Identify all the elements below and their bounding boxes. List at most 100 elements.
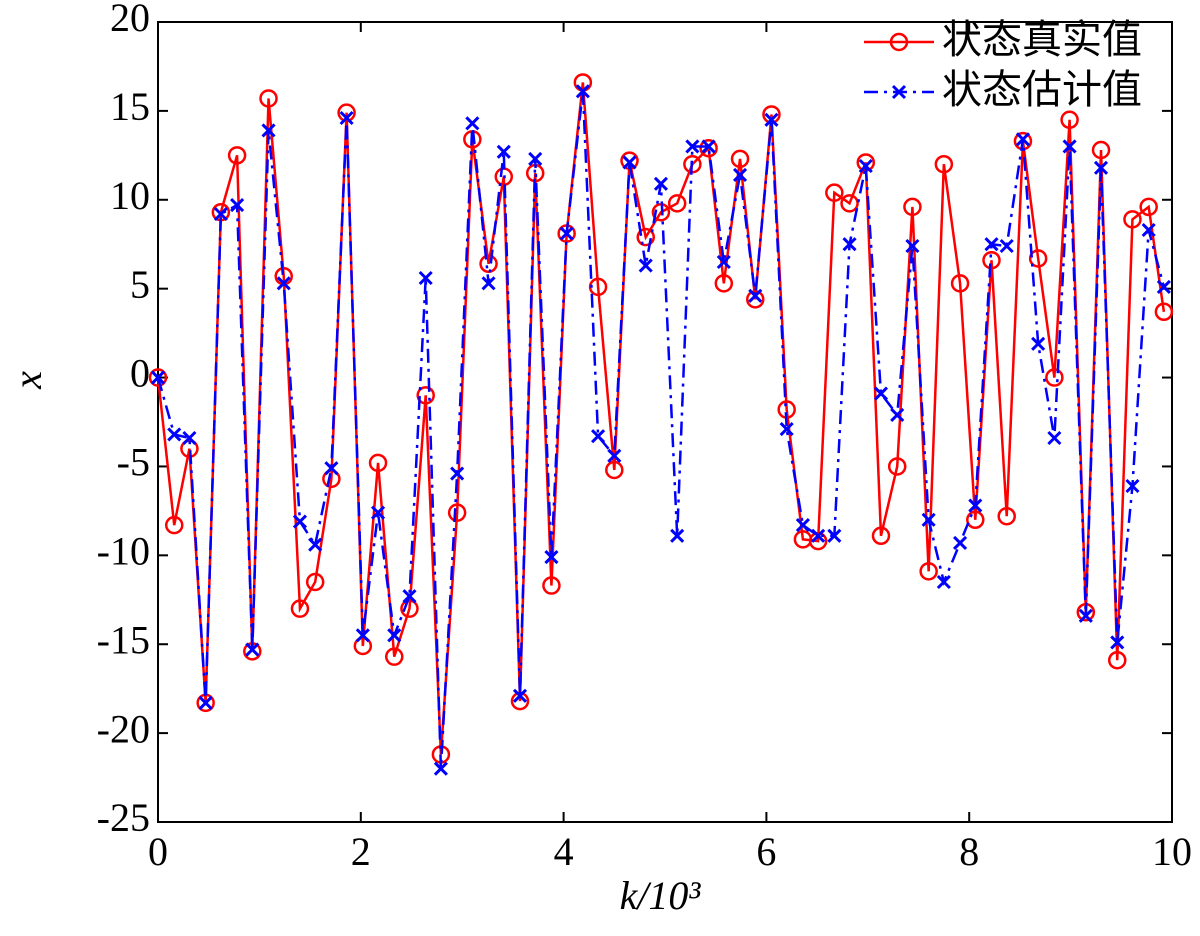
data-point [607,448,622,463]
data-point [1110,635,1125,650]
y-tick-label: -5 [117,440,150,485]
data-point [730,149,750,169]
y-tick-label: -15 [97,617,150,662]
data-point [1078,608,1093,623]
data-point [1047,430,1062,446]
data-point [337,103,356,122]
data-point [385,647,404,666]
data-point [544,550,559,565]
x-tick-label: 10 [1152,829,1192,874]
data-point [290,599,310,618]
y-tick-label: 15 [110,84,150,129]
data-point [387,628,402,643]
data-point [984,237,999,252]
data-point [966,510,985,530]
data-point [699,138,718,158]
plot-frame [157,21,1173,823]
data-point [670,528,685,543]
data-point [198,695,213,710]
data-point [213,206,228,222]
data-point [402,589,417,604]
data-point [370,505,386,520]
data-point [322,469,341,489]
data-point [653,176,669,191]
data-point [1062,139,1077,154]
data-point [1045,368,1064,387]
data-point [842,237,857,252]
data-point [182,430,197,446]
data-point [919,562,938,581]
data-point [968,498,983,513]
data-point [1123,210,1142,229]
data-point [308,537,323,552]
data-point [339,110,354,126]
data-point [1107,650,1127,670]
series-line [156,91,1166,769]
data-point [1156,279,1171,294]
data-point [858,158,873,174]
y-tick-label: -25 [97,795,150,840]
legend-label: 状态真实值 [942,17,1142,63]
data-point [1060,110,1079,130]
data-point [588,277,608,297]
data-point [701,139,716,154]
data-point [762,105,781,124]
data-point [150,370,166,385]
data-point [575,84,590,99]
y-axis-label: x [5,371,50,390]
data-point [764,112,779,127]
data-point [481,276,496,291]
x-tick-label: 8 [959,829,979,874]
data-point [953,535,968,550]
data-point [887,457,907,476]
y-tick-label: 0 [130,351,150,396]
data-point [416,386,435,405]
data-point [745,290,765,309]
data-point [999,238,1014,254]
data-point [259,89,278,108]
data-point [1028,249,1048,268]
data-point [1093,160,1109,175]
data-point [418,270,433,286]
data-point [873,386,889,401]
data-point [840,194,859,213]
data-point [714,274,734,293]
data-point [261,123,276,138]
data-point [559,226,574,241]
data-point [368,453,388,473]
data-point [433,761,448,776]
series-line [156,82,1166,755]
data-point [982,250,1001,270]
data-point [871,526,891,546]
data-point [400,599,419,618]
data-point [716,254,731,270]
data-point [890,407,905,422]
y-tick-label: 5 [130,262,150,307]
legend-label: 状态估计值 [942,67,1142,113]
data-point [167,427,182,442]
data-point [997,506,1016,526]
data-point [638,258,653,273]
data-point [512,688,528,703]
data-point [276,276,291,291]
data-point [808,531,828,551]
x-tick-label: 2 [351,829,371,874]
data-point [230,198,245,213]
data-point [227,146,247,165]
data-point [1154,302,1174,322]
data-point [622,155,637,170]
data-point [528,151,543,166]
x-axis-label: k/10³ [620,873,702,918]
y-tick-label: 10 [110,173,150,218]
data-point [936,574,951,590]
data-point [148,368,168,387]
data-point [1091,140,1111,160]
data-point [921,512,936,527]
data-point [903,197,922,217]
data-point [636,227,655,247]
data-point [811,528,826,543]
legend-marker [889,32,909,52]
x-tick-label: 4 [554,829,574,874]
data-point [950,274,970,293]
